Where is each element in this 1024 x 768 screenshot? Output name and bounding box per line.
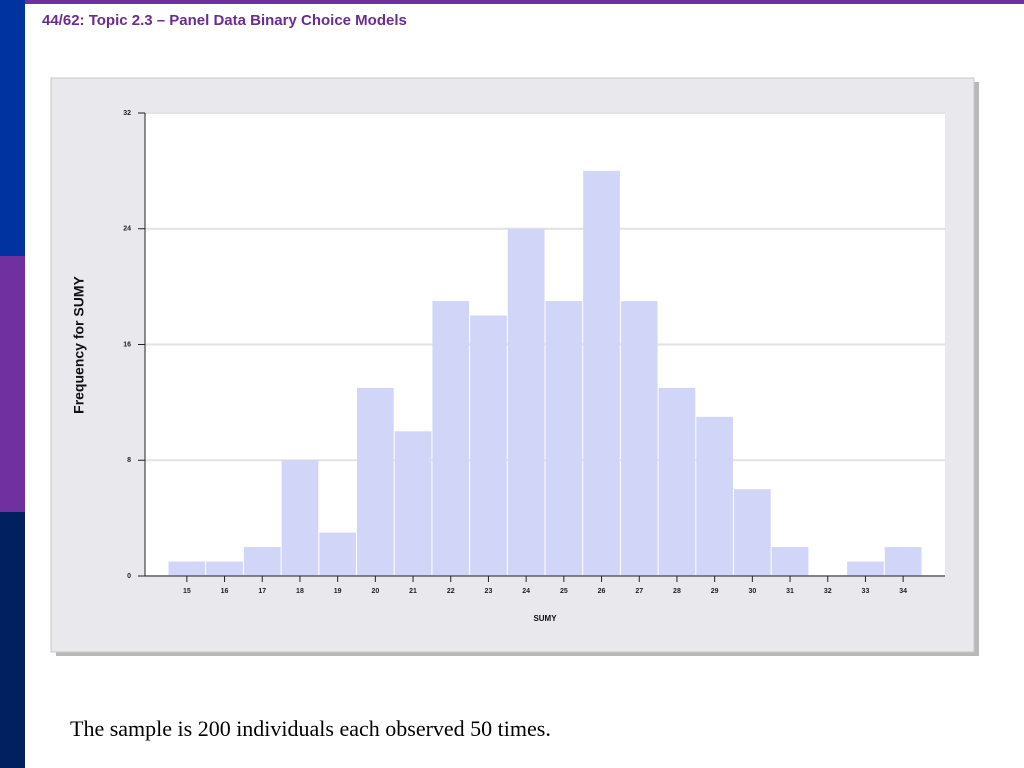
x-tick-label: 23: [485, 588, 493, 595]
bar: [206, 561, 243, 576]
bar: [507, 228, 545, 576]
bar: [583, 170, 620, 576]
bar: [847, 561, 884, 576]
x-tick-label: 20: [371, 588, 379, 595]
y-tick-label: 0: [127, 573, 131, 580]
x-tick-label: 31: [786, 588, 794, 595]
x-tick-label: 28: [673, 588, 681, 595]
bar: [545, 301, 583, 576]
y-tick-label: 8: [127, 457, 131, 464]
bar: [168, 561, 206, 576]
bar: [470, 315, 507, 576]
x-tick-label: 15: [183, 588, 191, 595]
bar: [319, 532, 356, 576]
x-tick-label: 22: [447, 588, 455, 595]
y-tick-label: 24: [123, 226, 131, 233]
bar: [884, 547, 922, 576]
side-stripe: [0, 512, 25, 768]
side-stripe: [0, 256, 25, 512]
y-axis-title: Frequency for SUMY: [71, 276, 87, 414]
bar: [658, 387, 696, 576]
x-tick-label: 25: [560, 588, 568, 595]
caption: The sample is 200 individuals each obser…: [70, 716, 551, 741]
bar: [734, 489, 771, 576]
x-tick-label: 17: [258, 588, 266, 595]
y-tick-label: 32: [123, 110, 131, 117]
bar: [620, 301, 658, 576]
bar: [357, 387, 394, 576]
top-rule: [25, 0, 1024, 4]
bar: [771, 547, 809, 576]
x-tick-label: 24: [522, 588, 530, 595]
side-stripe: [0, 0, 25, 256]
x-tick-label: 19: [334, 588, 342, 595]
bar: [432, 301, 470, 576]
bar: [696, 416, 733, 576]
x-tick-label: 16: [221, 588, 229, 595]
x-tick-label: 18: [296, 588, 304, 595]
x-axis-title: SUMY: [533, 614, 557, 623]
x-tick-label: 32: [824, 588, 832, 595]
x-tick-label: 26: [598, 588, 606, 595]
y-tick-label: 16: [123, 341, 131, 348]
x-tick-label: 33: [862, 588, 870, 595]
bar: [243, 547, 281, 576]
x-tick-label: 27: [635, 588, 643, 595]
chart: Frequency for SUMY SUMY 0 8 16 24 32 15 16 17 18…: [50, 77, 979, 656]
x-tick-label: 29: [711, 588, 719, 595]
x-tick-label: 34: [899, 588, 907, 595]
x-tick-label: 30: [748, 588, 756, 595]
bar: [281, 460, 319, 576]
slide-header: 44/62: Topic 2.3 – Panel Data Binary Cho…: [42, 12, 407, 29]
x-tick-label: 21: [409, 588, 417, 595]
bar: [394, 431, 432, 576]
